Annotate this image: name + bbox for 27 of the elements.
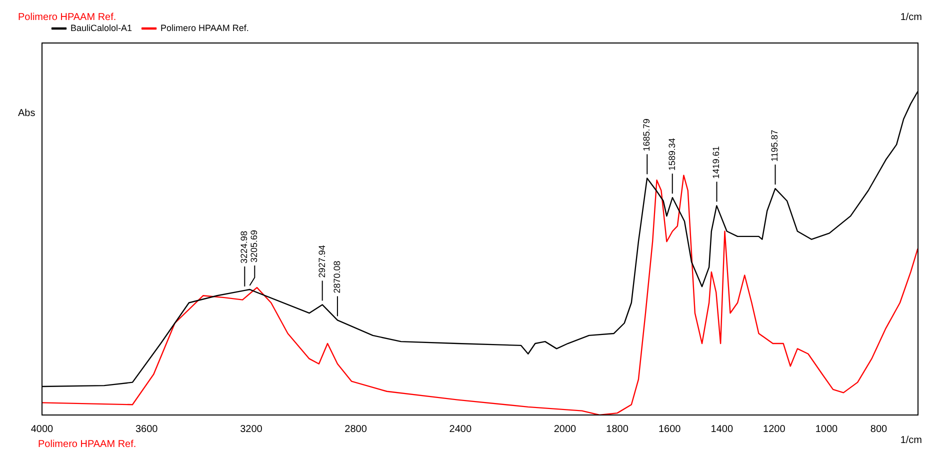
annotation: 1195.87 [770, 130, 780, 162]
x-axis-title: 1/cm [900, 434, 922, 446]
x-tick-label: 800 [870, 424, 888, 435]
x-tick-label: 1800 [606, 424, 629, 435]
x-tick-label: 1400 [710, 424, 734, 435]
text: Polimero HPAAM Ref. [38, 438, 136, 450]
x-tick-label: 1000 [815, 424, 838, 435]
annotation: 3224.98 [239, 230, 250, 264]
x-tick-label: 1600 [658, 424, 682, 435]
x-tick-label: 1200 [763, 424, 786, 435]
annotation: 1589.34 [666, 138, 677, 171]
annotation: 3205.69 [249, 230, 260, 262]
x-tick-label: 3200 [240, 424, 263, 435]
x-tick-label: 2400 [449, 424, 472, 435]
x-tick-label: 4000 [30, 424, 54, 435]
x-tick-label: 2800 [344, 424, 368, 435]
x-tick-label: 3600 [135, 424, 158, 435]
annotation: 1419.61 [711, 146, 722, 179]
text: 1/cm [900, 12, 922, 23]
annotation: 1685.79 [642, 118, 652, 152]
annotation: 2870.08 [332, 260, 342, 294]
y-axis-title: Abs [18, 108, 36, 119]
x-tick-label: 2000 [554, 424, 577, 435]
annotation: 2927.94 [316, 245, 327, 278]
legend-label: Polimero HPAAM Ref. [160, 22, 249, 33]
legend-label: BauliCalolol-A1 [70, 22, 132, 33]
chart-title: Polimero HPAAM Ref. [18, 12, 116, 23]
